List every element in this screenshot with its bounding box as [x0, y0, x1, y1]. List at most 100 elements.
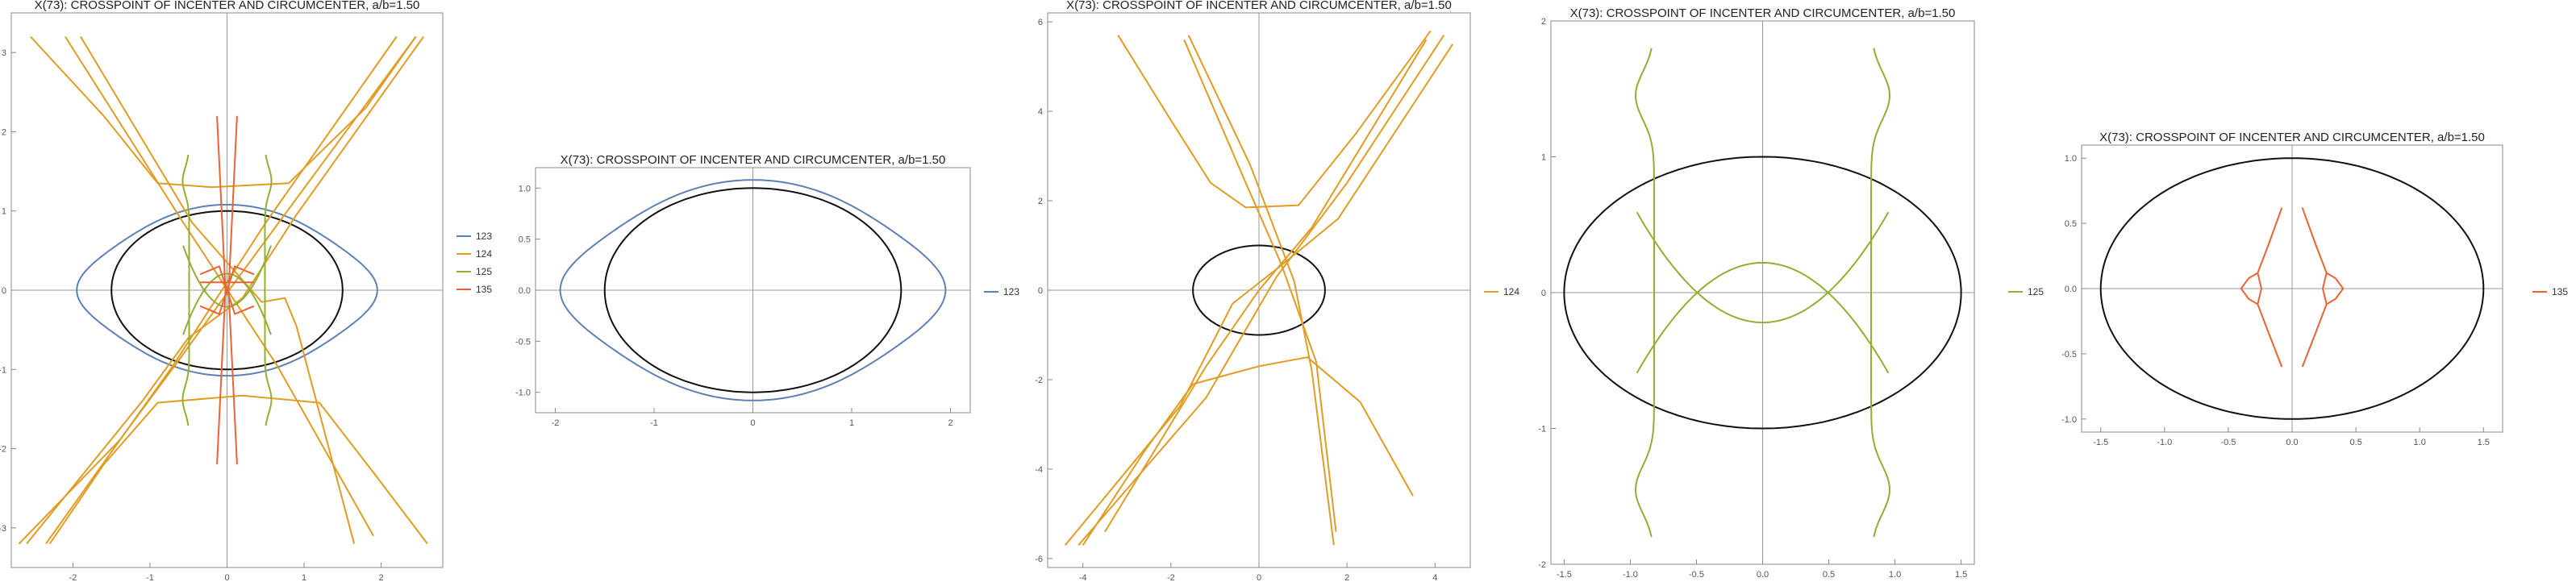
series-124-curve: [80, 35, 356, 544]
y-tick-label: 0: [1038, 286, 1043, 296]
chart-title: X(73): CROSSPOINT OF INCENTER AND CIRCUM…: [1570, 6, 1956, 20]
x-tick-label: 0.0: [2286, 438, 2298, 447]
x-tick-label: 1.0: [1889, 570, 1901, 580]
series-124-curve: [45, 35, 398, 545]
y-tick-label: -1: [0, 365, 6, 375]
chart-title: X(73): CROSSPOINT OF INCENTER AND CIRCUM…: [1066, 0, 1452, 12]
x-tick-label: -1.0: [2157, 438, 2172, 447]
x-tick-label: 0: [224, 573, 229, 582]
y-tick-label: 0.5: [519, 235, 531, 245]
series-124-curve: [1078, 35, 1445, 546]
series-124-curve: [1104, 39, 1428, 533]
y-tick-label: -1: [1538, 425, 1546, 434]
y-tick-label: 0.0: [2065, 285, 2077, 294]
legend-label-123: 123: [1003, 286, 1019, 297]
legend-label-135: 135: [476, 284, 492, 295]
y-tick-label: 1: [1541, 153, 1546, 163]
legend-label-124: 124: [1503, 286, 1519, 297]
legend-label-124: 124: [476, 248, 492, 260]
x-tick-label: 0: [1257, 573, 1261, 582]
y-tick-label: 2: [1541, 17, 1546, 27]
x-tick-label: -0.5: [1689, 570, 1704, 580]
series-124-curve: [1183, 39, 1337, 532]
x-tick-label: 1: [849, 418, 854, 428]
series-125-curve: [182, 272, 272, 335]
legend-label-125: 125: [476, 266, 492, 277]
plot-area: [1563, 48, 1962, 538]
y-tick-label: -3: [0, 524, 6, 534]
series-135-curve: [2301, 207, 2345, 368]
y-tick-label: 3: [2, 48, 6, 58]
x-tick-label: -1.5: [2093, 438, 2108, 447]
plot-area: [1065, 30, 1454, 546]
x-tick-label: -2: [1167, 573, 1175, 582]
series-124-curve: [1117, 30, 1432, 209]
y-tick-label: -2: [1538, 560, 1546, 570]
plot-area: [18, 35, 428, 545]
x-tick-label: 1.5: [2478, 438, 2490, 447]
x-tick-label: -1: [650, 418, 658, 428]
ellipse-curve: [110, 210, 344, 371]
y-tick-label: -6: [1035, 555, 1043, 564]
series-125-curve: [181, 154, 190, 426]
x-tick-label: -4: [1079, 573, 1087, 582]
x-tick-label: 4: [1432, 573, 1437, 582]
series-125-curve: [264, 154, 273, 426]
series-124-curve: [48, 394, 428, 545]
series-125-curve: [182, 245, 272, 308]
y-tick-label: 1.0: [2065, 154, 2077, 164]
chart-panel-4: X(73): CROSSPOINT OF INCENTER AND CIRCUM…: [1538, 6, 2044, 580]
series-135-curve: [2321, 272, 2328, 305]
y-tick-label: -2: [0, 445, 6, 455]
x-tick-label: 1: [302, 573, 306, 582]
series-135-curve: [199, 265, 228, 315]
y-tick-label: 6: [1038, 18, 1043, 27]
series-123-curve: [76, 203, 378, 377]
x-tick-label: 1.0: [2414, 438, 2426, 447]
x-tick-label: 1.5: [1955, 570, 1967, 580]
legend-label-125: 125: [2028, 286, 2044, 297]
x-tick-label: 0: [750, 418, 755, 428]
chart-title: X(73): CROSSPOINT OF INCENTER AND CIRCUM…: [561, 153, 946, 167]
y-tick-label: 0: [2, 286, 6, 296]
x-tick-label: -1.5: [1557, 570, 1572, 580]
chart-panel-5: X(73): CROSSPOINT OF INCENTER AND CIRCUM…: [2061, 131, 2568, 447]
series-135-curve: [2240, 207, 2283, 368]
plot-area: [2099, 157, 2485, 420]
series-125-curve: [1870, 48, 1891, 538]
chart-panel-1: X(73): CROSSPOINT OF INCENTER AND CIRCUM…: [0, 0, 492, 582]
y-tick-label: 0: [1541, 289, 1546, 298]
x-tick-label: 2: [1344, 573, 1349, 582]
series-135-curve: [2257, 272, 2263, 305]
chart-panel-2: X(73): CROSSPOINT OF INCENTER AND CIRCUM…: [515, 153, 1019, 428]
series-135-curve: [216, 115, 227, 465]
series-123-curve: [559, 179, 947, 401]
y-tick-label: -1.0: [515, 389, 531, 398]
x-tick-label: -1: [146, 573, 154, 582]
y-tick-label: 0.0: [519, 286, 531, 296]
series-125-curve: [1636, 211, 1890, 324]
y-tick-label: 1.0: [519, 184, 531, 193]
x-tick-label: -2: [552, 418, 560, 428]
y-tick-label: 4: [1038, 107, 1043, 117]
y-tick-label: 1: [2, 207, 6, 217]
x-tick-label: -2: [69, 573, 77, 582]
series-124-curve: [1187, 35, 1335, 546]
plot-area: [559, 179, 947, 401]
chart-title: X(73): CROSSPOINT OF INCENTER AND CIRCUM…: [2099, 131, 2485, 144]
ellipse-curve: [2099, 157, 2485, 420]
y-tick-label: -2: [1035, 376, 1043, 385]
y-tick-label: 2: [1038, 197, 1043, 206]
series-124-curve: [1082, 356, 1414, 546]
x-tick-label: 2: [379, 573, 384, 582]
x-tick-label: 0.5: [1823, 570, 1835, 580]
y-tick-label: -0.5: [515, 337, 531, 347]
series-124-curve: [1065, 44, 1454, 546]
ellipse-curve: [1563, 156, 1962, 430]
y-tick-label: 0.5: [2065, 219, 2077, 229]
y-tick-label: -4: [1035, 465, 1043, 475]
series-124-curve: [26, 35, 424, 545]
chart-title: X(73): CROSSPOINT OF INCENTER AND CIRCUM…: [35, 0, 420, 12]
series-125-curve: [1634, 48, 1655, 538]
